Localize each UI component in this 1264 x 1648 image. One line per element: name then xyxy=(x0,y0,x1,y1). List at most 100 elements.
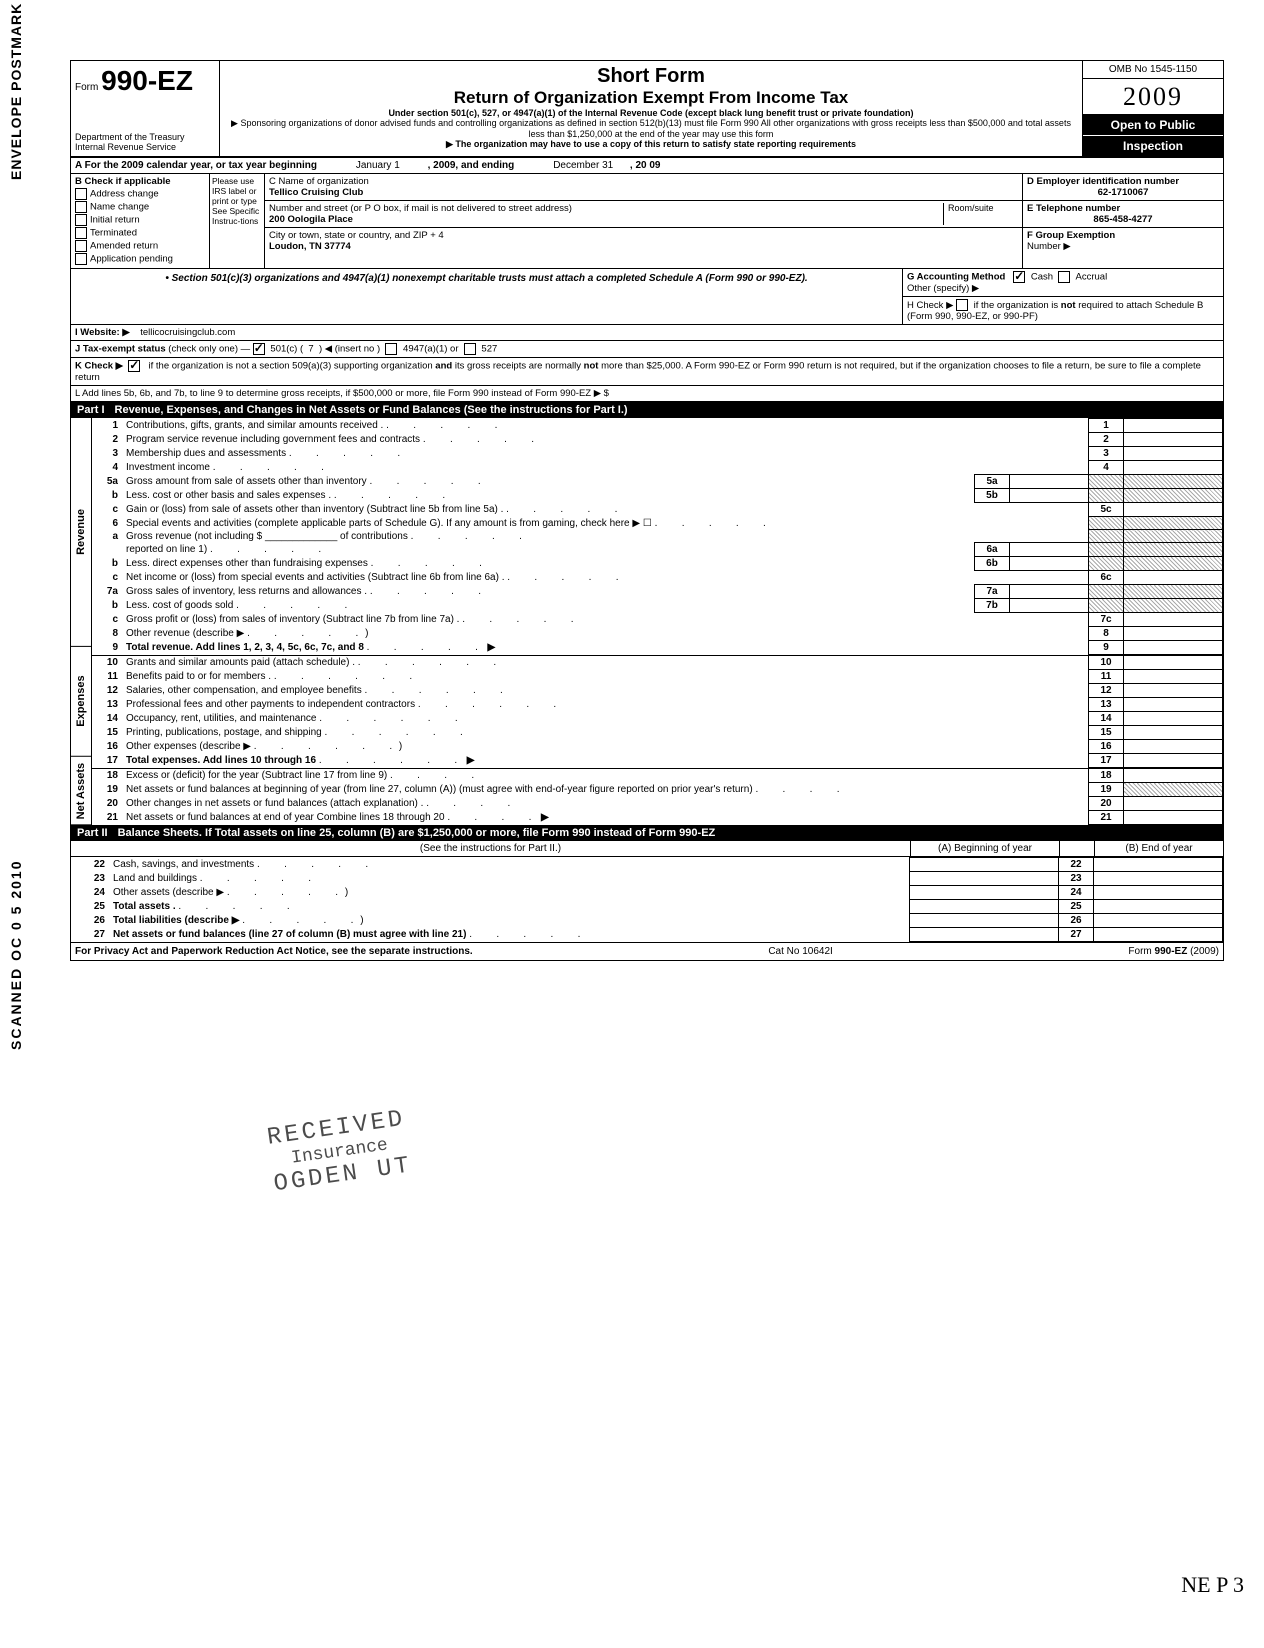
received-line2: Insurance xyxy=(269,1132,410,1171)
row-l: L Add lines 5b, 6b, and 7b, to line 9 to… xyxy=(71,386,1223,402)
label-expenses: Expenses xyxy=(71,647,91,757)
label-net-assets: Net Assets xyxy=(71,757,91,825)
line-row: cGain or (loss) from sale of assets othe… xyxy=(92,503,1223,517)
line-row: 3Membership dues and assessments . . . .… xyxy=(92,447,1223,461)
line-row: 26Total liabilities (describe ▶ . . . . … xyxy=(71,914,1223,928)
line-row: 27Net assets or fund balances (line 27 o… xyxy=(71,928,1223,942)
col-c: C Name of organization Tellico Cruising … xyxy=(265,174,1022,268)
cb-amended[interactable] xyxy=(75,240,87,252)
handwritten-note: NE P 3 xyxy=(1181,1572,1244,1598)
col-b: B Check if applicable Address change Nam… xyxy=(71,174,210,268)
website-value: tellicocruisingclub.com xyxy=(140,327,235,338)
cb-527[interactable] xyxy=(464,343,476,355)
line-row: 17Total expenses. Add lines 10 through 1… xyxy=(92,754,1223,768)
subtitle-sponsoring: ▶ Sponsoring organizations of donor advi… xyxy=(226,118,1076,139)
title-short-form: Short Form xyxy=(226,65,1076,88)
revenue-table: 1Contributions, gifts, grants, and simil… xyxy=(92,418,1223,655)
line-row: 13Professional fees and other payments t… xyxy=(92,698,1223,712)
col-b-head: B Check if applicable xyxy=(75,176,171,187)
line-row: 8Other revenue (describe ▶ . . . . . )8 xyxy=(92,627,1223,641)
form-header: Form 990-EZ Department of the Treasury I… xyxy=(71,61,1223,158)
title-return: Return of Organization Exempt From Incom… xyxy=(226,88,1076,108)
line-row: 24Other assets (describe ▶ . . . . . )24 xyxy=(71,886,1223,900)
part2-instr: (See the instructions for Part II.) xyxy=(71,841,910,856)
line-row: bLess. cost or other basis and sales exp… xyxy=(92,489,1223,503)
form-prefix: Form xyxy=(75,82,98,93)
part1-label: Part I xyxy=(77,404,115,416)
lbl-name-change: Name change xyxy=(90,202,149,213)
line-row: cGross profit or (loss) from sales of in… xyxy=(92,613,1223,627)
ein-value: 62-1710067 xyxy=(1027,187,1219,198)
line-row: 11Benefits paid to or for members . . . … xyxy=(92,670,1223,684)
cb-501c[interactable] xyxy=(253,343,265,355)
lbl-app-pending: Application pending xyxy=(90,254,173,265)
header-left: Form 990-EZ Department of the Treasury I… xyxy=(71,61,220,156)
line-row: 22Cash, savings, and investments . . . .… xyxy=(71,858,1223,872)
line-row: 19Net assets or fund balances at beginni… xyxy=(92,783,1223,797)
inspection-label: Inspection xyxy=(1083,135,1223,156)
line-row: 14Occupancy, rent, utilities, and mainte… xyxy=(92,712,1223,726)
cb-4947[interactable] xyxy=(385,343,397,355)
cb-terminated[interactable] xyxy=(75,227,87,239)
scanned-stamp: SCANNED OC 0 5 2010 xyxy=(8,859,24,1050)
line-a-mid: , 2009, and ending xyxy=(428,160,515,171)
label-revenue: Revenue xyxy=(71,418,91,647)
part2-title: Balance Sheets. If Total assets on line … xyxy=(118,827,716,839)
label-instructions: Please use IRS label or print or type Se… xyxy=(210,174,265,268)
line-row: cNet income or (loss) from special event… xyxy=(92,571,1223,585)
part1-body: Revenue Expenses Net Assets 1Contributio… xyxy=(71,418,1223,825)
irs-label: Internal Revenue Service xyxy=(75,142,215,152)
dept-label: Department of the Treasury xyxy=(75,132,215,142)
line-row: 15Printing, publications, postage, and s… xyxy=(92,726,1223,740)
cb-address-change[interactable] xyxy=(75,188,87,200)
h-check-label: H Check ▶ if the organization is not req… xyxy=(907,300,1203,322)
line-row: 1Contributions, gifts, grants, and simil… xyxy=(92,419,1223,433)
lbl-amended: Amended return xyxy=(90,241,158,252)
lbl-address-change: Address change xyxy=(90,189,159,200)
line-a: A For the 2009 calendar year, or tax yea… xyxy=(71,158,1223,174)
line-a-prefix: A For the 2009 calendar year, or tax yea… xyxy=(75,160,317,171)
row-i: I Website: ▶ tellicocruisingclub.com xyxy=(71,325,1223,341)
line-row: bLess. direct expenses other than fundra… xyxy=(92,557,1223,571)
line-row: 16Other expenses (describe ▶ . . . . . .… xyxy=(92,740,1223,754)
col-d: D Employer identification number 62-1710… xyxy=(1022,174,1223,268)
cb-row-k[interactable] xyxy=(128,360,140,372)
line-a-end: December 31 xyxy=(553,160,613,171)
line-row: 4Investment income . . . . .4 xyxy=(92,461,1223,475)
d-ein-label: D Employer identification number xyxy=(1027,176,1179,187)
line-a-yr: , 20 09 xyxy=(630,160,661,171)
form-990ez: Form 990-EZ Department of the Treasury I… xyxy=(70,60,1224,961)
phone-value: 865-458-4277 xyxy=(1027,214,1219,225)
row-j: J Tax-exempt status (check only one) — 5… xyxy=(71,341,1223,358)
c-name-label: C Name of organization xyxy=(269,176,1018,187)
expense-table: 10Grants and similar amounts paid (attac… xyxy=(92,655,1223,768)
cb-name-change[interactable] xyxy=(75,201,87,213)
f-group-label: F Group Exemption xyxy=(1027,230,1115,241)
main-info-block: B Check if applicable Address change Nam… xyxy=(71,174,1223,269)
open-public: Open to Public xyxy=(1083,115,1223,135)
cb-cash[interactable] xyxy=(1013,271,1025,283)
line-row: 25Total assets . . . . . .25 xyxy=(71,900,1223,914)
cb-app-pending[interactable] xyxy=(75,253,87,265)
sec501-right: G Accounting Method Cash Accrual Other (… xyxy=(902,269,1223,324)
line-row: 10Grants and similar amounts paid (attac… xyxy=(92,656,1223,670)
org-city: Loudon, TN 37774 xyxy=(269,241,351,252)
room-suite-label: Room/suite xyxy=(943,203,1018,225)
form-number: 990-EZ xyxy=(101,65,193,96)
line-row: 12Salaries, other compensation, and empl… xyxy=(92,684,1223,698)
cb-initial-return[interactable] xyxy=(75,214,87,226)
line-row: 18Excess or (deficit) for the year (Subt… xyxy=(92,769,1223,783)
section-501-row: • Section 501(c)(3) organizations and 49… xyxy=(71,269,1223,325)
cb-accrual[interactable] xyxy=(1058,271,1070,283)
balance-table: 22Cash, savings, and investments . . . .… xyxy=(71,857,1223,942)
col-a-header: (A) Beginning of year xyxy=(910,841,1059,856)
received-stamp: RECEIVED Insurance OGDEN UT xyxy=(266,1106,414,1199)
c-addr-label: Number and street (or P O box, if mail i… xyxy=(269,203,943,214)
part1-header: Part I Revenue, Expenses, and Changes in… xyxy=(71,402,1223,418)
footer-formref: Form 990-EZ (2009) xyxy=(1128,946,1219,957)
part2-header: Part II Balance Sheets. If Total assets … xyxy=(71,825,1223,841)
cb-sched-b[interactable] xyxy=(956,299,968,311)
row-k: K Check ▶ if the organization is not a s… xyxy=(71,358,1223,386)
subtitle-section: Under section 501(c), 527, or 4947(a)(1)… xyxy=(226,108,1076,118)
line-row: aGross revenue (not including $ ________… xyxy=(92,530,1223,543)
